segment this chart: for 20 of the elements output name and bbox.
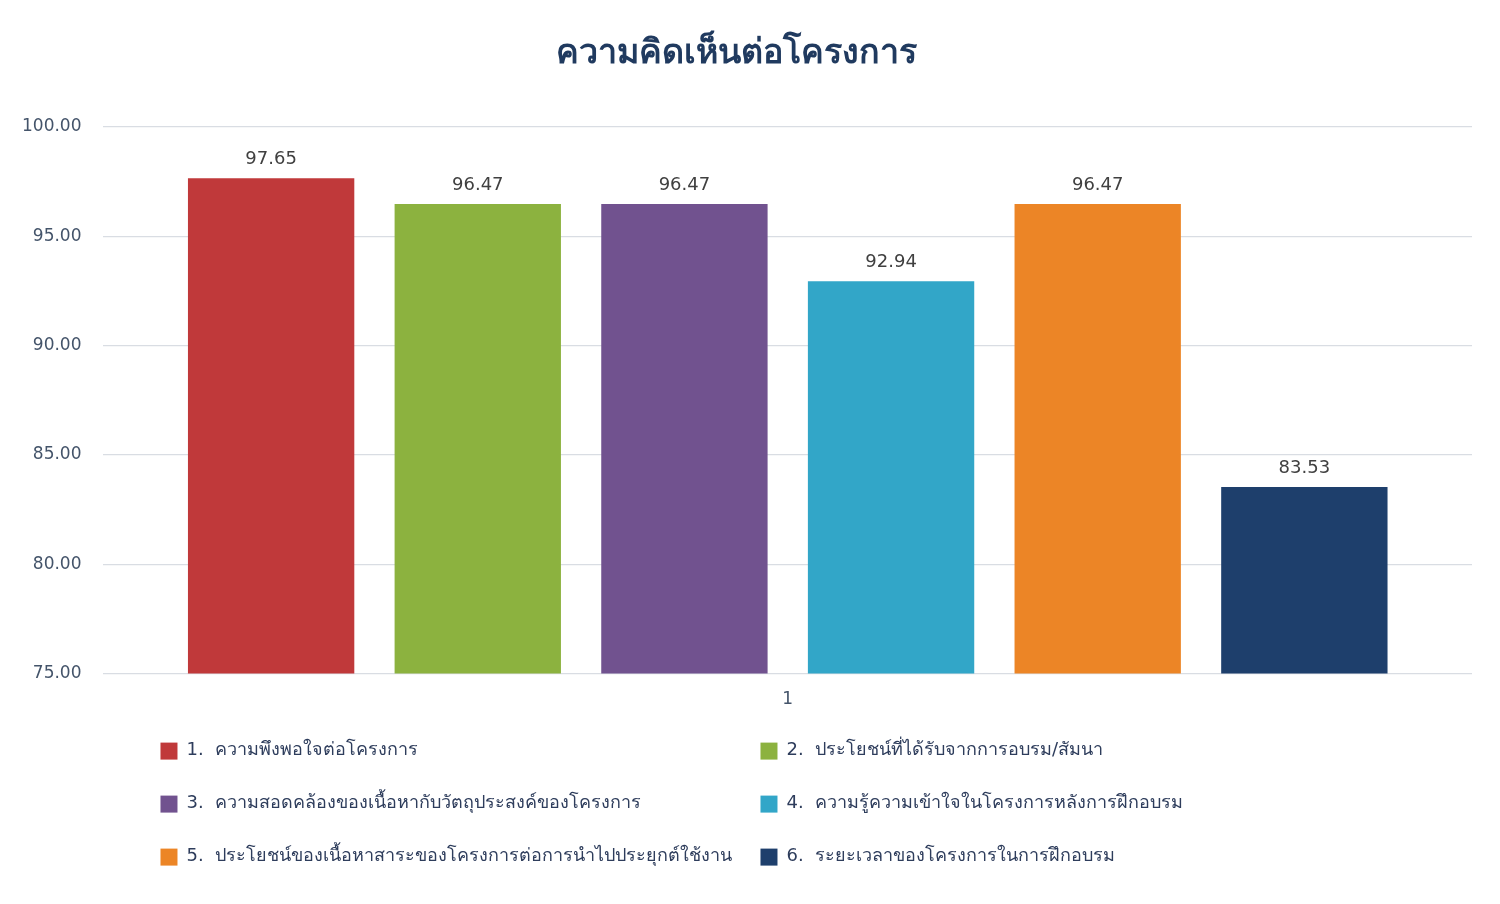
y-tick-label: 85.00: [32, 443, 82, 464]
data-label: 96.47: [1071, 172, 1124, 194]
legend-label: 2. ประโยชน์ที่ได้รับจากการอบรม/สัมนา: [786, 736, 1104, 760]
y-tick-label: 75.00: [32, 662, 82, 683]
y-tick-label: 95.00: [32, 224, 82, 245]
data-label: 83.53: [1278, 455, 1331, 477]
legend-label: 6. ระยะเวลาของโครงการในการฝึกอบรม: [786, 844, 1116, 866]
data-label: 92.94: [865, 249, 917, 271]
y-tick-label: 80.00: [32, 552, 82, 573]
data-label: 96.47: [658, 172, 711, 194]
legend-label: 5. ประโยชน์ของเนื้อหาสาระของโครงการต่อการนำไปประยุกต์ใช้งาน: [186, 842, 733, 867]
data-label: 96.47: [452, 172, 504, 194]
legend-label: 3. ความสอดคล้องของเนื้อหากับวัตถุประสงค์ของโครงการ: [186, 789, 642, 814]
chart-title: ความคิดเห็นต่อโครงการ: [555, 30, 918, 72]
data-label: 97.65: [245, 146, 297, 168]
legend-label: 4. ความรู้ความเข้าใจในโครงการหลังการฝึกอบรม: [786, 791, 1184, 814]
y-tick-label: 90.00: [32, 333, 82, 354]
y-tick-label: 100.00: [22, 115, 82, 136]
legend-label: 1. ความพึงพอใจต่อโครงการ: [186, 738, 419, 760]
x-tick-label: 1: [782, 688, 794, 709]
